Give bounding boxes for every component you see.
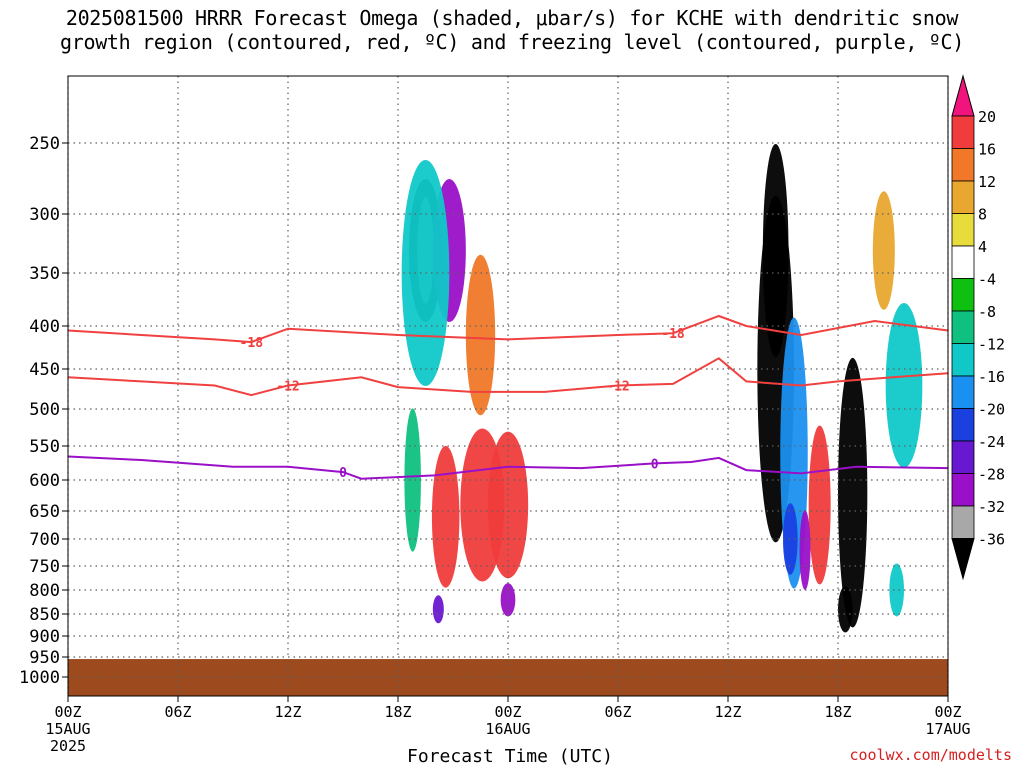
colorbar-label-6: -8 [978,303,996,321]
dendritic-contour-0-label-1: -18 [661,327,685,342]
omega-cell-9 [432,595,444,624]
omega-cell-22 [291,152,307,326]
colorbar-label-0: 20 [978,108,996,126]
colorbar-swatch-8 [951,375,975,409]
ytick-label-550: 550 [29,437,60,457]
xtick-label-6-0: 06Z [164,703,191,721]
xtick-label-0-1: 15AUG [45,720,90,738]
dendritic-contour-0-label-0: -18 [240,336,264,351]
freezing-contour-0 [67,455,949,480]
xtick-label-12-0: 12Z [274,703,301,721]
colorbar-label-1: 16 [978,141,996,159]
colorbar-label-11: -28 [978,466,1005,484]
dendritic-contour-0 [67,314,949,344]
colorbar-swatch-1 [951,148,975,182]
omega-cell-17 [838,586,853,633]
colorbar-label-9: -20 [978,401,1005,419]
plot-grid [67,76,949,696]
colorbar-swatch-0 [951,115,975,149]
omega-cell-21 [404,408,421,552]
ytick-label-750: 750 [29,557,60,577]
xtick-label-24-1: 16AUG [485,720,530,738]
colorbar-swatch-2 [951,180,975,214]
colorbar-label-5: -4 [978,271,996,289]
omega-cell-13 [783,503,798,575]
xtick-label-36-0: 12Z [714,703,741,721]
ytick-label-850: 850 [29,605,60,625]
ytick-label-600: 600 [29,471,60,491]
freezing-contour-0-label-1: 0 [651,457,659,472]
colorbar-label-3: 8 [978,206,987,224]
colorbar: 20 16 12 8 4 -4 -8 -12 -16 -20 -24 -28 -32 -36 [951,74,1005,581]
colorbar-swatch-7 [951,343,975,377]
colorbar-swatch-12 [951,505,975,539]
contour-lines: -18 -18 -12 -12 0 0 [67,314,949,481]
omega-cell-18 [872,191,895,310]
xtick-label-30-0: 06Z [604,703,631,721]
colorbar-label-7: -12 [978,336,1005,354]
ytick-label-650: 650 [29,502,60,522]
pressure-axis: 2503003504004505005506006507007508008509… [19,134,68,688]
credit-text: coolwx.com/modelts [849,746,1012,764]
ytick-label-400: 400 [29,317,60,337]
omega-cell-24 [715,189,752,499]
ytick-label-900: 900 [29,627,60,647]
xtick-label-24-0: 00Z [494,703,521,721]
omega-cell-11 [762,143,789,358]
ytick-label-1000: 1000 [19,668,60,688]
ytick-label-700: 700 [29,530,60,550]
xtick-label-42-0: 18Z [824,703,851,721]
omega-cell-6 [487,431,529,579]
colorbar-swatch-5 [951,278,975,312]
colorbar-label-12: -32 [978,498,1005,516]
title-line-1: 2025081500 HRRR Forecast Omega (shaded, … [65,6,959,30]
omega-cell-16 [838,357,868,628]
colorbar-label-4: 4 [978,238,987,256]
colorbar-top-arrow [951,74,975,117]
ytick-label-450: 450 [29,360,60,380]
colorbar-swatch-10 [951,440,975,474]
colorbar-swatch-4 [951,245,975,279]
title-line-2: growth region (contoured, red, ºC) and f… [59,30,965,54]
ytick-label-500: 500 [29,400,60,420]
dendritic-contour-1 [67,357,949,397]
omega-cell-15 [799,510,811,590]
omega-shading [291,143,923,633]
ytick-label-950: 950 [29,648,60,668]
omega-cell-4 [465,254,496,416]
colorbar-swatch-9 [951,408,975,442]
ytick-label-250: 250 [29,134,60,154]
colorbar-bottom-arrow [951,538,975,581]
omega-cell-19 [885,303,923,468]
ytick-label-350: 350 [29,264,60,284]
omega-cell-14 [808,425,831,585]
colorbar-swatch-6 [951,310,975,344]
colorbar-label-13: -36 [978,531,1005,549]
ytick-label-300: 300 [29,205,60,225]
omega-cell-20 [889,563,905,617]
colorbar-swatch-3 [951,213,975,247]
colorbar-swatch-11 [951,473,975,507]
xtick-label-48-1: 17AUG [925,720,970,738]
dendritic-contour-1-label-0: -12 [276,380,299,395]
colorbar-label-8: -16 [978,368,1005,386]
xtick-label-48-0: 00Z [934,703,961,721]
xtick-label-0-2: 2025 [50,737,86,755]
xtick-label-0-0: 00Z [54,703,81,721]
chart-title: 2025081500 HRRR Forecast Omega (shaded, … [0,6,1024,54]
dendritic-contour-1-label-1: -12 [606,380,629,395]
colorbar-label-2: 12 [978,173,996,191]
x-axis-title: Forecast Time (UTC) [407,746,613,767]
freezing-contour-0-label-0: 0 [339,466,347,481]
xtick-label-18-0: 18Z [384,703,411,721]
colorbar-label-10: -24 [978,433,1005,451]
ytick-label-800: 800 [29,581,60,601]
omega-cell-7 [431,445,460,588]
